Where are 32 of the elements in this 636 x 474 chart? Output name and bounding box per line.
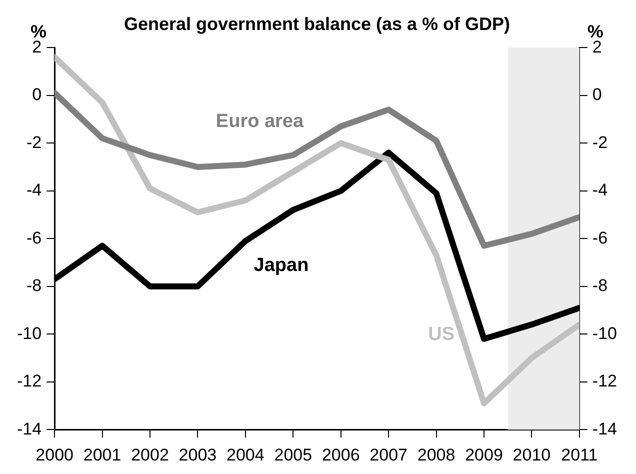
y-tick-label: -4 [26,180,42,200]
y-tick-label: 0 [32,85,42,104]
y2-tick-label: -14 [592,419,618,438]
x-tick-label: 2003 [178,445,217,464]
x-tick-label: 2009 [465,445,503,464]
y-tick-label: -14 [16,419,42,438]
y2-tick-label: -2 [592,132,608,152]
y2-tick-label: -12 [592,372,618,391]
x-tick-label: 2008 [417,445,456,464]
y2-tick-label: -6 [592,228,608,248]
series-label: US [428,324,455,345]
y2-tick-label: -8 [592,276,608,296]
series-label: Euro area [216,110,304,132]
x-tick-label: 2001 [83,445,122,464]
x-tick-label: 2000 [36,445,74,464]
y-tick-label: -6 [26,228,42,248]
y-tick-label: -12 [16,372,42,391]
x-tick-label: 2005 [274,445,312,464]
x-tick-label: 2010 [512,445,551,464]
x-tick-label: 2004 [226,445,264,464]
y2-tick-label: -10 [592,324,618,343]
y-tick-label: -2 [26,132,42,152]
y2-tick-label: 0 [592,85,602,104]
x-tick-label: 2002 [131,445,169,464]
series-label: Japan [254,254,309,276]
x-tick-label: 2011 [561,445,598,464]
y-tick-label: -10 [16,324,42,343]
x-tick-label: 2007 [370,445,408,464]
y-tick-label: -8 [26,276,42,296]
y2-tick-label: -4 [592,180,608,200]
x-tick-label: 2006 [322,445,360,464]
chart-title: General government balance (as a % of GDP) [124,14,510,34]
